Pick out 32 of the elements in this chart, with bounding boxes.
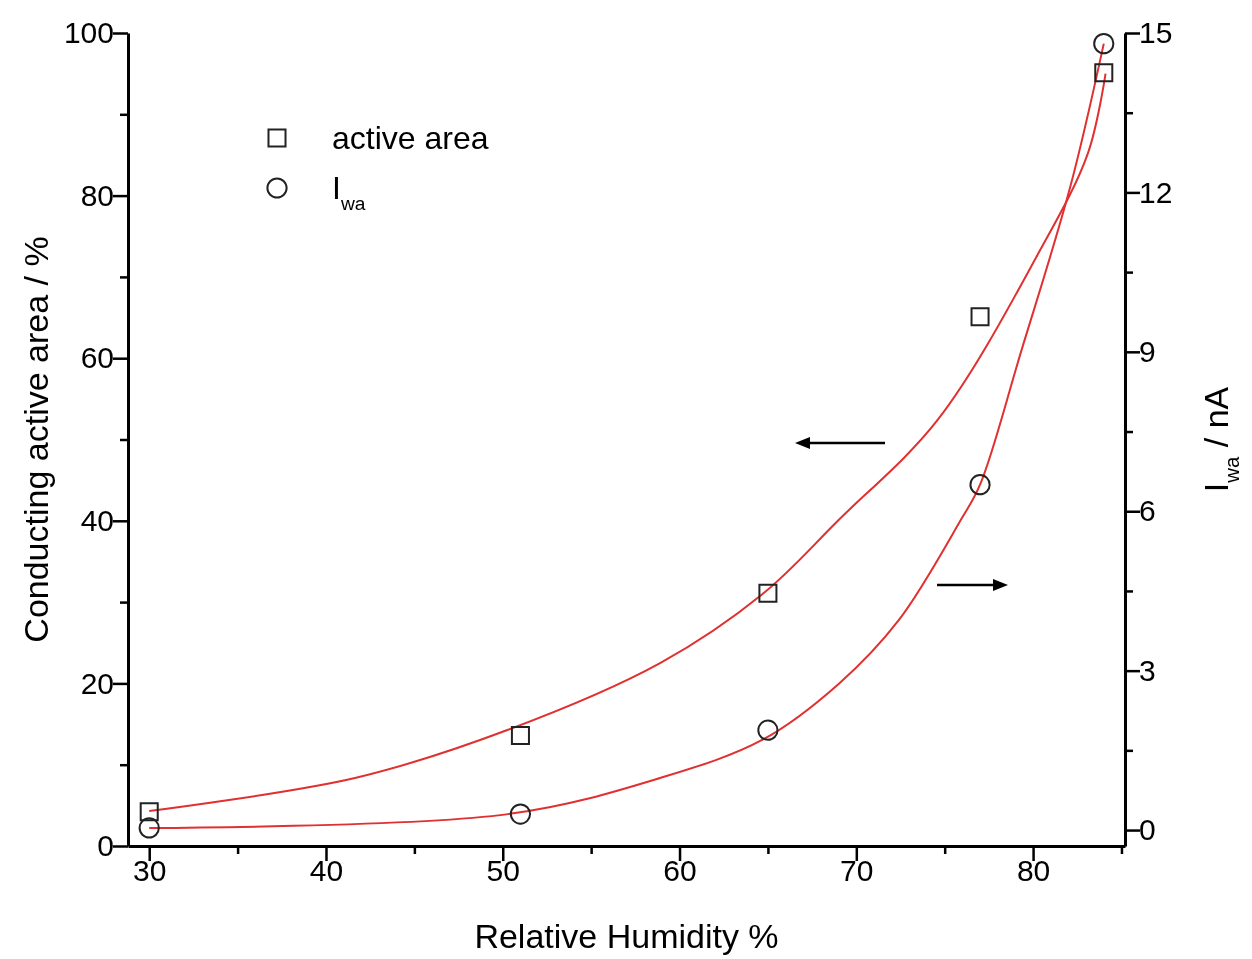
y2-tick-label: 12 — [1139, 175, 1173, 209]
legend-label: I$_{wa}$ — [332, 170, 366, 214]
x-axis-title: Relative Humidity % — [474, 917, 779, 955]
y2-tick-label: 3 — [1139, 653, 1156, 687]
y-tick-label: 40 — [80, 503, 114, 537]
y2-tick-label: 15 — [1139, 16, 1173, 50]
point — [509, 803, 532, 825]
point — [138, 817, 160, 839]
point — [969, 474, 991, 496]
x-tick-label: 30 — [133, 854, 167, 888]
point — [510, 725, 530, 745]
y-tick-label: 60 — [80, 341, 114, 375]
x-tick-label: 40 — [309, 854, 344, 888]
y2-tick-label: 9 — [1139, 334, 1156, 368]
y-tick-label: 20 — [80, 666, 114, 700]
point — [758, 583, 778, 603]
y-axis-title: Conducting active area / % — [17, 236, 55, 643]
point — [757, 719, 779, 741]
y-tick-label: 0 — [97, 829, 114, 863]
y-tick-label: 80 — [80, 178, 114, 212]
y2-tick-label: 6 — [1139, 494, 1156, 528]
x-tick-label: 60 — [663, 854, 697, 888]
y-tick-label: 100 — [63, 16, 114, 50]
point — [139, 802, 159, 822]
x-tick-label: 70 — [840, 854, 874, 888]
x-tick-label: 50 — [486, 854, 520, 888]
legend-label: active area — [332, 120, 489, 156]
x-tick-label: 80 — [1016, 854, 1051, 888]
y2-tick-label: 0 — [1139, 813, 1156, 847]
point — [1094, 63, 1114, 83]
point — [1093, 33, 1115, 55]
point — [970, 307, 990, 327]
